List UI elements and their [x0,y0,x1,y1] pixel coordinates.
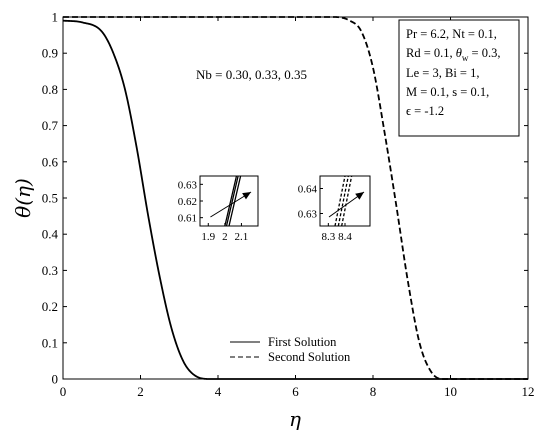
inset-x-tick-label: 8.4 [338,231,352,243]
inset-series-line [228,175,242,227]
legend-label-second: Second Solution [268,350,351,364]
inset-arrow-head [242,192,252,200]
nb-annotation: Nb = 0.30, 0.33, 0.35 [196,67,307,82]
x-tick-label: 6 [292,384,299,399]
inset-frame [199,175,259,227]
inset-1: 1.9 2 2.1 0.61 0.62 0.63 [178,175,259,243]
x-axis-label: η [289,407,301,431]
inset-y-tick-label: 0.64 [298,184,318,196]
inset-arrow-head [355,192,364,200]
inset-y-tick-label: 0.62 [178,196,197,208]
param-line-4: M = 0.1, s = 0.1, [406,85,489,99]
inset-y-tick-label: 0.61 [178,213,197,225]
y-tick-label: 0 [52,372,59,387]
param-line-5: ϵ = -1.2 [406,104,444,118]
inset-x-tick-label: 2 [222,231,228,243]
y-tick-label: 0.3 [42,263,58,278]
inset-series-line [341,175,353,227]
y-tick-label: 1 [52,10,59,25]
inset-x-tick-label: 1.9 [201,231,215,243]
plot-area: 0 2 4 6 8 10 12 0 0.1 0.2 0.3 0.4 0.5 0.6 0.7 0.8 0.9 1 [42,10,535,400]
inset-frame [319,175,371,227]
param-line-3: Le = 3, Bi = 1, [406,66,479,80]
x-tick-label: 8 [370,384,377,399]
y-tick-label: 0.7 [42,118,59,133]
y-axis-label: θ(η) [11,178,35,218]
inset-series-line [337,175,349,227]
inset-x-tick-label: 8.3 [321,231,335,243]
x-tick-label: 4 [215,384,222,399]
inset-series-line [224,175,238,227]
inset-series-line [225,175,239,227]
legend: First Solution Second Solution [230,335,351,364]
y-tick-label: 0.2 [42,299,58,314]
y-tick-label: 0.6 [42,154,59,169]
legend-label-first: First Solution [268,335,337,349]
y-tick-label: 0.4 [42,227,59,242]
inset-2: 8.3 8.4 0.63 0.64 [298,175,371,243]
ticks-layer: 0 2 4 6 8 10 12 0 0.1 0.2 0.3 0.4 0.5 0.6 0.7 0.8 0.9 1 [42,10,535,400]
parameter-box-frame [398,19,520,137]
y-tick-label: 0.1 [42,335,58,350]
y-tick-label: 0.5 [42,191,58,206]
inset-x-tick-label: 2.1 [235,231,249,243]
x-tick-label: 0 [60,384,67,399]
param-line-2: Rd = 0.1, θw = 0.3, [406,46,500,63]
y-tick-label: 0.9 [42,46,58,61]
x-tick-label: 10 [444,384,457,399]
inset-y-tick-label: 0.63 [178,179,198,191]
inset-series-line [334,175,346,227]
x-tick-label: 2 [137,384,144,399]
x-tick-label: 12 [522,384,535,399]
param-line-1: Pr = 6.2, Nt = 0.1, [406,27,497,41]
insets-layer: 1.9 2 2.10.610.620.638.3 8.40.630.64 [178,175,371,243]
inset-y-tick-label: 0.63 [298,209,318,221]
parameter-box: Pr = 6.2, Nt = 0.1, Rd = 0.1, θw = 0.3, … [398,19,520,137]
y-tick-label: 0.8 [42,82,58,97]
